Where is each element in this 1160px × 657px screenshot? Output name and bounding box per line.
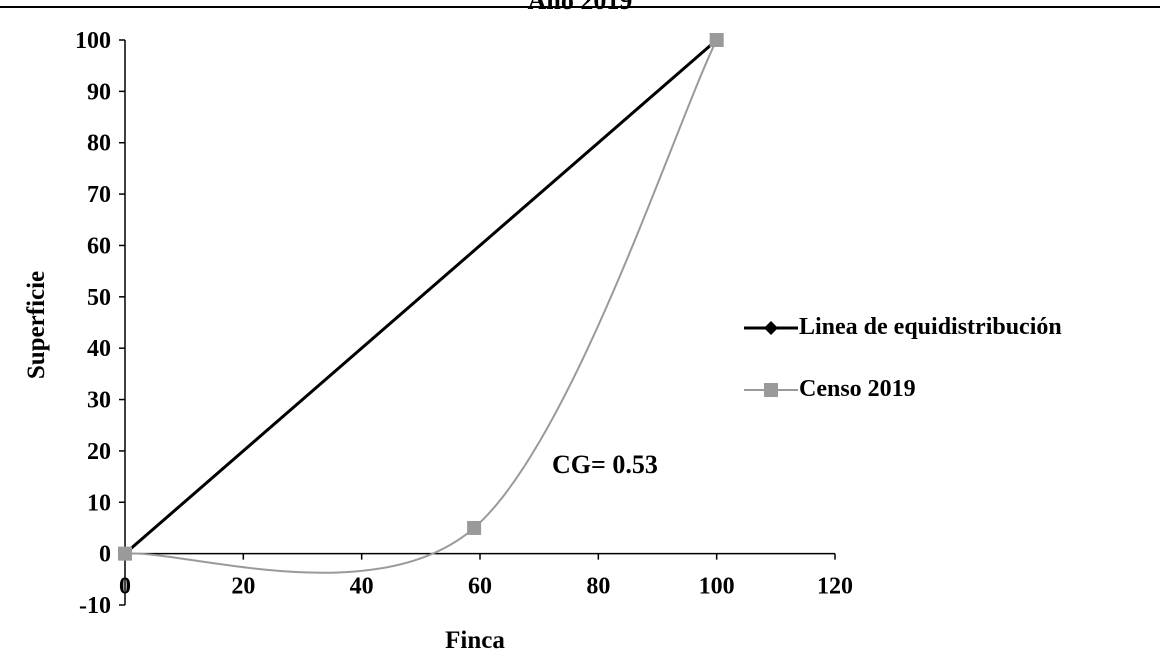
legend-item-censo: Censo 2019 bbox=[742, 372, 1152, 412]
y-tick-label: 60 bbox=[87, 233, 111, 259]
series-line-2 bbox=[124, 39, 718, 574]
y-tick-label: 10 bbox=[87, 490, 111, 516]
legend-line-gray-icon bbox=[744, 383, 798, 397]
x-tick-label: 20 bbox=[231, 574, 255, 600]
y-tick-label: 0 bbox=[99, 542, 111, 568]
x-tick-label: 0 bbox=[119, 574, 131, 600]
legend-label-censo: Censo 2019 bbox=[799, 376, 916, 402]
x-tick-label: 100 bbox=[699, 574, 735, 600]
x-axis-label: Finca bbox=[445, 627, 505, 654]
y-axis-label: Superficie bbox=[23, 271, 50, 379]
x-axis: 0 20 40 60 80 100 120 bbox=[119, 552, 853, 600]
series-layer bbox=[118, 33, 724, 574]
legend-item-equidistribution: Linea de equidistribución bbox=[742, 310, 1152, 350]
series-line-1 bbox=[124, 38, 718, 555]
x-tick-label: 80 bbox=[586, 574, 610, 600]
legend-line-black-icon bbox=[744, 321, 798, 335]
y-tick-label: 40 bbox=[87, 336, 111, 362]
y-tick-label: 50 bbox=[87, 285, 111, 311]
y-axis: -10 0 10 20 30 40 50 60 70 80 90 100 bbox=[75, 28, 126, 619]
x-tick-label: 60 bbox=[468, 574, 492, 600]
data-point-square bbox=[118, 546, 132, 561]
y-tick-label: 90 bbox=[87, 79, 111, 105]
y-tick-label: 20 bbox=[87, 439, 111, 465]
x-tick-label: 40 bbox=[350, 574, 374, 600]
y-tick-label: 30 bbox=[87, 388, 111, 414]
y-tick-label: -10 bbox=[79, 593, 111, 619]
y-tick-label: 100 bbox=[75, 28, 111, 54]
y-tick-label: 70 bbox=[87, 182, 111, 208]
gini-annotation: CG= 0.53 bbox=[552, 450, 658, 479]
data-point-square bbox=[709, 33, 724, 47]
legend-label-equidistribution: Linea de equidistribución bbox=[799, 314, 1062, 340]
y-tick-label: 80 bbox=[87, 131, 111, 157]
x-tick-label: 120 bbox=[817, 574, 853, 600]
data-point-square bbox=[467, 520, 482, 535]
